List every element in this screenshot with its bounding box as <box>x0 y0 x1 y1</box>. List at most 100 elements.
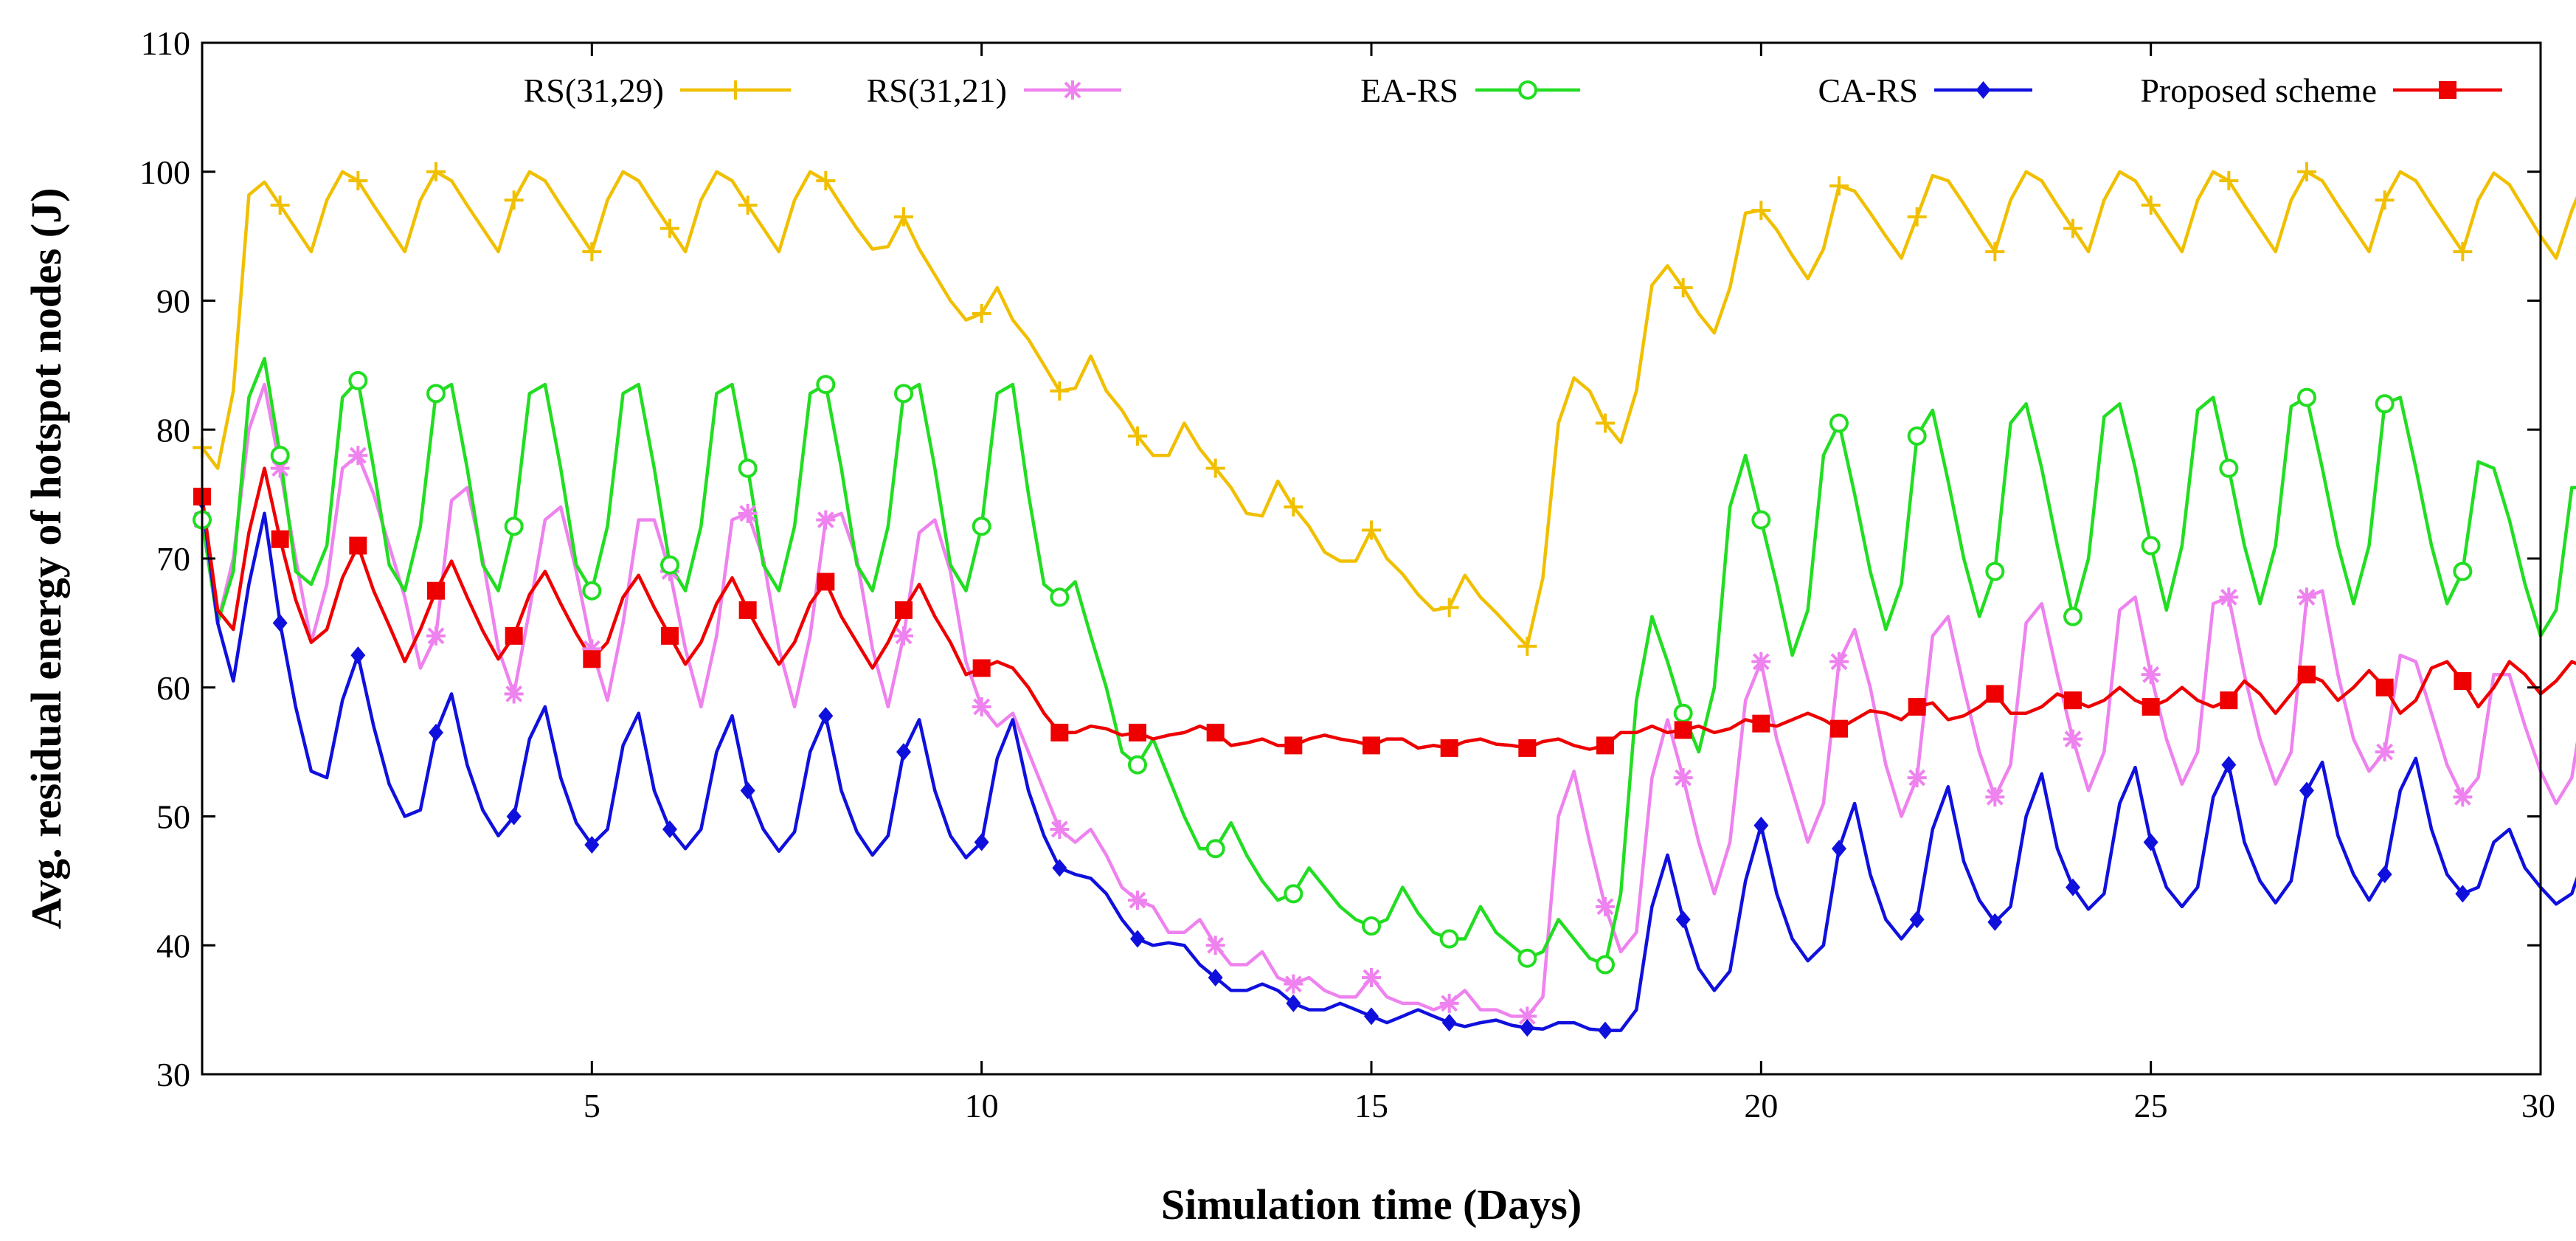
plus-marker <box>1751 201 1771 221</box>
plus-marker <box>660 218 679 238</box>
square-marker <box>1830 719 1848 738</box>
asterisk-marker <box>1362 967 1381 987</box>
series-layer <box>200 170 2576 1032</box>
square-marker <box>1440 739 1458 757</box>
asterisk-marker <box>2453 787 2473 807</box>
y-tick-label: 50 <box>156 798 190 836</box>
asterisk-marker <box>1439 993 1459 1013</box>
plus-marker <box>582 242 602 262</box>
square-marker <box>1596 736 1614 755</box>
circle-marker <box>1205 839 1225 859</box>
series-line <box>201 170 2576 649</box>
y-tick-label: 110 <box>141 24 190 62</box>
diamond-marker <box>662 820 677 838</box>
diamond-marker <box>1441 1014 1457 1032</box>
diamond-marker <box>740 781 755 800</box>
asterisk-marker <box>1907 768 1927 788</box>
asterisk-marker <box>2063 729 2082 749</box>
legend-entry: CA-RS <box>1818 72 2032 109</box>
circle-marker <box>504 516 524 536</box>
circle-marker <box>1284 884 1303 904</box>
asterisk-marker <box>270 458 290 478</box>
legend-entry: RS(31,29) <box>524 72 791 109</box>
diamond-marker <box>1832 840 1846 858</box>
circle-marker <box>1596 955 1615 975</box>
legend-entry: RS(31,21) <box>867 72 1121 109</box>
square-marker <box>1752 714 1770 733</box>
circle-marker <box>1829 413 1849 433</box>
plus-marker <box>1673 278 1693 298</box>
legend-label: RS(31,21) <box>867 72 1007 109</box>
asterisk-marker <box>1673 768 1693 788</box>
square-marker <box>271 530 289 548</box>
diamond-marker <box>2299 781 2314 800</box>
diamond-marker <box>1052 859 1067 877</box>
axis-ticks: 30 40 50 60 70 80 90 100 110 5 10 15 20 25 30 <box>139 24 2555 1124</box>
x-tick-label: 5 <box>584 1087 600 1124</box>
square-marker <box>2454 672 2472 691</box>
circle-marker <box>738 458 758 478</box>
plus-marker <box>2375 190 2395 210</box>
square-marker <box>738 601 757 619</box>
square-marker <box>2142 697 2160 716</box>
square-marker <box>583 650 601 668</box>
y-tick-label: 40 <box>156 927 190 964</box>
square-marker <box>2375 678 2394 696</box>
circle-marker <box>1518 80 1537 100</box>
y-tick-label: 80 <box>156 411 190 449</box>
x-tick-label: 20 <box>1744 1087 1778 1124</box>
y-tick-label: 70 <box>156 540 190 578</box>
square-marker <box>1674 721 1692 739</box>
plus-marker <box>1829 176 1849 196</box>
diamond-marker <box>350 646 366 665</box>
asterisk-marker <box>894 626 913 646</box>
diamond-marker <box>1520 1019 1535 1037</box>
diamond-marker <box>974 833 989 851</box>
asterisk-marker <box>1205 936 1225 955</box>
asterisk-marker <box>1050 819 1070 839</box>
diamond-marker <box>1987 913 2003 931</box>
plus-marker <box>348 170 368 190</box>
plus-marker <box>2297 162 2316 182</box>
diamond-marker <box>818 707 834 725</box>
plus-marker <box>2063 218 2082 238</box>
circle-marker <box>1050 587 1070 607</box>
plus-marker <box>2453 242 2473 262</box>
diamond-marker <box>1753 816 1769 834</box>
square-marker <box>1908 697 1926 716</box>
asterisk-marker <box>816 510 836 530</box>
asterisk-marker <box>1751 651 1771 671</box>
square-marker <box>817 573 835 591</box>
y-axis-title: Avg. residual energy of hotspot nodes (J… <box>22 188 70 930</box>
asterisk-marker <box>2141 665 2161 685</box>
circle-marker <box>2141 536 2161 556</box>
circle-marker <box>1985 561 2005 581</box>
circle-marker <box>1128 755 1147 775</box>
y-tick-label: 60 <box>156 669 190 707</box>
plus-marker <box>1596 413 1615 433</box>
plus-marker <box>894 207 913 227</box>
plus-marker <box>1205 458 1225 478</box>
x-tick-label: 30 <box>2521 1087 2555 1124</box>
asterisk-marker <box>972 696 991 716</box>
circle-marker <box>894 384 913 404</box>
legend-entry: EA-RS <box>1360 72 1580 109</box>
legend-label: RS(31,29) <box>524 72 664 109</box>
square-marker <box>1206 723 1225 742</box>
circle-marker <box>1517 948 1537 968</box>
x-tick-label: 10 <box>965 1087 999 1124</box>
circle-marker <box>1439 929 1459 949</box>
circle-marker <box>2219 458 2239 478</box>
square-marker <box>2298 666 2316 684</box>
x-axis-title: Simulation time (Days) <box>1161 1180 1582 1228</box>
diamond-marker <box>1909 910 1925 929</box>
plus-marker <box>270 196 290 215</box>
plus-marker <box>1907 207 1927 227</box>
plus-marker <box>2141 196 2161 215</box>
asterisk-marker <box>2375 742 2395 762</box>
asterisk-marker <box>2219 587 2239 607</box>
circle-marker <box>1751 510 1771 530</box>
circle-marker <box>816 375 836 395</box>
diamond-marker <box>2143 833 2158 851</box>
square-marker <box>895 601 913 619</box>
